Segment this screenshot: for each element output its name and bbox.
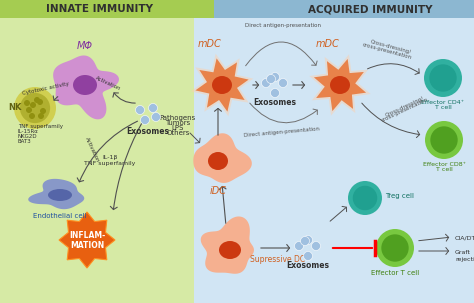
- Text: iDC: iDC: [210, 186, 227, 196]
- Circle shape: [262, 78, 271, 88]
- Polygon shape: [201, 216, 254, 274]
- Text: Treg cell: Treg cell: [385, 193, 414, 199]
- Text: Tumors: Tumors: [165, 120, 191, 126]
- Circle shape: [136, 105, 145, 115]
- Polygon shape: [314, 59, 366, 111]
- Text: Exosomes: Exosomes: [254, 98, 297, 107]
- Text: LPS: LPS: [172, 125, 184, 131]
- Text: mDC: mDC: [198, 39, 222, 49]
- Text: NK: NK: [9, 102, 22, 112]
- Circle shape: [429, 64, 456, 92]
- Circle shape: [34, 97, 40, 103]
- Circle shape: [37, 99, 43, 105]
- Text: Direct antigen-presentation: Direct antigen-presentation: [245, 23, 321, 28]
- Circle shape: [271, 72, 280, 82]
- Text: Cytotoxic activity: Cytotoxic activity: [22, 81, 70, 96]
- Circle shape: [40, 108, 46, 114]
- Circle shape: [38, 113, 44, 119]
- Circle shape: [430, 126, 458, 154]
- Circle shape: [271, 88, 280, 98]
- Circle shape: [303, 251, 312, 261]
- Polygon shape: [191, 54, 254, 116]
- Text: Effector T cell: Effector T cell: [371, 270, 419, 276]
- Polygon shape: [59, 212, 115, 268]
- Circle shape: [29, 113, 35, 119]
- Text: Others: Others: [166, 130, 190, 136]
- Text: MATION: MATION: [70, 241, 104, 251]
- Circle shape: [20, 93, 50, 123]
- Text: Cross-dressing/: Cross-dressing/: [370, 39, 412, 55]
- Text: Activation: Activation: [84, 136, 100, 164]
- Circle shape: [152, 112, 161, 122]
- Text: TNF superfamily: TNF superfamily: [84, 161, 136, 166]
- Circle shape: [294, 241, 303, 251]
- Ellipse shape: [330, 76, 350, 94]
- Text: Supressive DC: Supressive DC: [250, 255, 305, 264]
- Text: Effector CD4⁺: Effector CD4⁺: [421, 100, 465, 105]
- Text: IL-1β: IL-1β: [102, 155, 118, 160]
- Polygon shape: [310, 54, 371, 116]
- Polygon shape: [193, 133, 252, 183]
- Circle shape: [30, 102, 36, 108]
- Circle shape: [353, 186, 377, 210]
- Circle shape: [424, 59, 462, 97]
- Ellipse shape: [73, 75, 97, 95]
- Circle shape: [381, 234, 409, 262]
- Ellipse shape: [219, 241, 241, 259]
- Text: Graft: Graft: [455, 251, 471, 255]
- Circle shape: [279, 78, 288, 88]
- Ellipse shape: [48, 189, 72, 201]
- Text: Pathogens: Pathogens: [160, 115, 196, 121]
- Text: CIA/DTH: CIA/DTH: [455, 235, 474, 241]
- Polygon shape: [53, 55, 119, 119]
- Circle shape: [311, 241, 320, 251]
- Text: cross-presentation: cross-presentation: [361, 42, 412, 60]
- Polygon shape: [195, 58, 249, 112]
- Text: TNF superfamily: TNF superfamily: [18, 124, 63, 129]
- Text: INFLAM-: INFLAM-: [69, 231, 105, 241]
- Text: Endothelial cell: Endothelial cell: [33, 213, 87, 219]
- Text: Activation: Activation: [95, 76, 122, 92]
- Polygon shape: [28, 179, 84, 209]
- Text: Effector CD8⁺: Effector CD8⁺: [422, 162, 465, 167]
- Text: INNATE IMMUNITY: INNATE IMMUNITY: [46, 4, 154, 14]
- Circle shape: [303, 235, 312, 245]
- Circle shape: [140, 115, 149, 125]
- Circle shape: [301, 237, 310, 245]
- Circle shape: [148, 104, 157, 112]
- Ellipse shape: [208, 152, 228, 170]
- Circle shape: [14, 87, 56, 129]
- Text: NKG2D: NKG2D: [18, 134, 37, 139]
- Circle shape: [266, 75, 275, 84]
- Circle shape: [425, 121, 463, 159]
- Text: IL-15Rα: IL-15Rα: [18, 129, 39, 134]
- Circle shape: [348, 181, 382, 215]
- Circle shape: [24, 100, 30, 106]
- Circle shape: [376, 229, 414, 267]
- Text: mDC: mDC: [316, 39, 340, 49]
- Text: MΦ: MΦ: [77, 41, 93, 51]
- Text: Exosomes: Exosomes: [127, 127, 170, 136]
- Text: BAT3: BAT3: [18, 139, 32, 144]
- Text: T cell: T cell: [435, 105, 451, 110]
- Text: T cell: T cell: [436, 167, 452, 172]
- Text: rejection: rejection: [455, 257, 474, 261]
- Text: Cross-dressing/: Cross-dressing/: [385, 96, 425, 118]
- Text: cross-presentation: cross-presentation: [381, 97, 429, 123]
- Text: Exosomes: Exosomes: [286, 261, 329, 270]
- Circle shape: [26, 107, 32, 113]
- Ellipse shape: [212, 76, 232, 94]
- Text: ACQUIRED IMMUNITY: ACQUIRED IMMUNITY: [308, 4, 432, 14]
- Text: Direct antigen-presentation: Direct antigen-presentation: [244, 126, 320, 138]
